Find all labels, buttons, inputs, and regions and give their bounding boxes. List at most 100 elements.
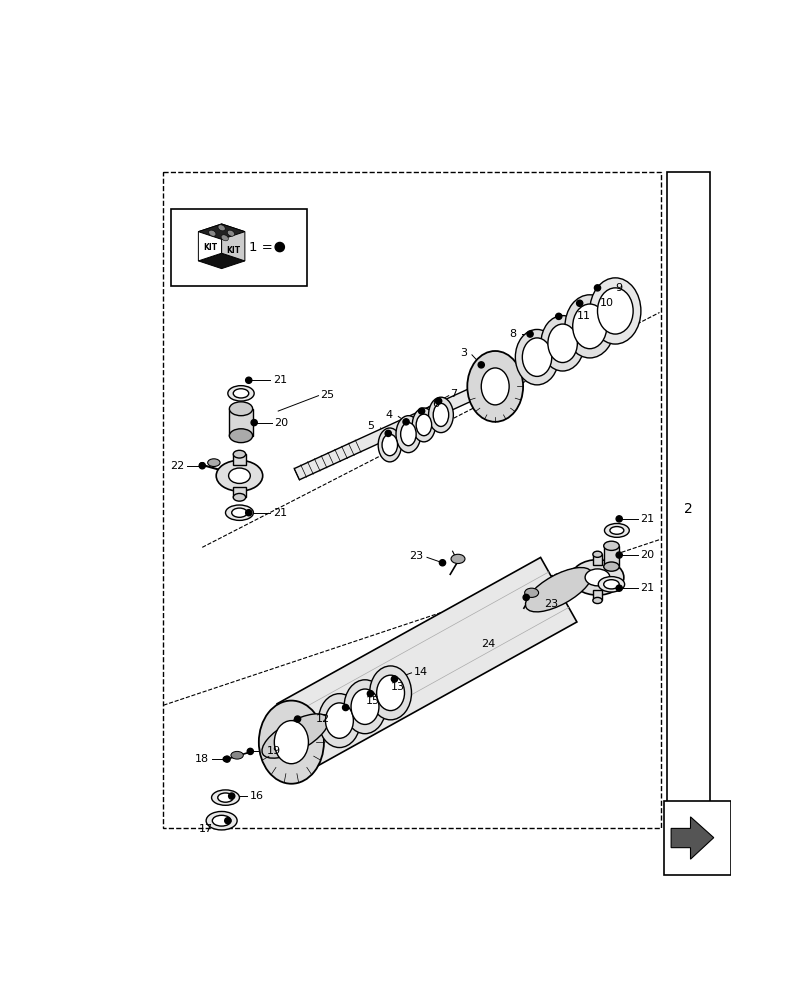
- Text: 16: 16: [249, 791, 264, 801]
- Ellipse shape: [525, 568, 591, 612]
- Text: 5: 5: [367, 421, 374, 431]
- Ellipse shape: [274, 721, 308, 764]
- Ellipse shape: [344, 680, 385, 734]
- Ellipse shape: [350, 689, 379, 724]
- Ellipse shape: [212, 790, 239, 805]
- Polygon shape: [603, 546, 619, 567]
- Circle shape: [246, 510, 251, 516]
- Circle shape: [594, 285, 600, 291]
- Circle shape: [199, 463, 205, 469]
- Ellipse shape: [225, 505, 253, 520]
- Text: KIT: KIT: [203, 243, 217, 252]
- Circle shape: [616, 516, 621, 522]
- Ellipse shape: [521, 338, 551, 376]
- Circle shape: [225, 818, 230, 824]
- Ellipse shape: [217, 225, 225, 231]
- Circle shape: [229, 793, 234, 799]
- Circle shape: [616, 552, 621, 558]
- Circle shape: [555, 313, 561, 319]
- Ellipse shape: [233, 493, 246, 501]
- Ellipse shape: [592, 551, 602, 557]
- Text: 11: 11: [576, 311, 590, 321]
- Ellipse shape: [466, 351, 522, 422]
- Circle shape: [478, 362, 483, 368]
- Ellipse shape: [564, 295, 614, 358]
- Ellipse shape: [318, 694, 360, 748]
- Bar: [667, 172, 709, 865]
- Ellipse shape: [212, 815, 230, 826]
- Circle shape: [616, 585, 621, 591]
- Polygon shape: [233, 454, 246, 465]
- Ellipse shape: [481, 368, 508, 405]
- Polygon shape: [229, 409, 252, 436]
- Ellipse shape: [230, 751, 243, 759]
- Circle shape: [418, 408, 424, 414]
- Circle shape: [275, 242, 284, 252]
- Ellipse shape: [229, 468, 250, 483]
- Text: 17: 17: [199, 824, 212, 834]
- Circle shape: [294, 716, 300, 722]
- Ellipse shape: [592, 597, 602, 604]
- Text: 14: 14: [414, 667, 427, 677]
- Text: 21: 21: [639, 583, 654, 593]
- Ellipse shape: [603, 580, 619, 589]
- Ellipse shape: [262, 714, 328, 758]
- Polygon shape: [592, 590, 602, 600]
- Ellipse shape: [589, 278, 640, 344]
- Polygon shape: [592, 554, 602, 565]
- Ellipse shape: [524, 588, 538, 597]
- Text: 3: 3: [460, 348, 466, 358]
- Bar: [163, 172, 660, 828]
- Text: 23: 23: [409, 551, 423, 561]
- Ellipse shape: [369, 666, 411, 720]
- Ellipse shape: [396, 416, 420, 453]
- Circle shape: [384, 430, 391, 436]
- Ellipse shape: [221, 235, 228, 241]
- Text: KIT: KIT: [226, 246, 240, 255]
- Ellipse shape: [547, 324, 577, 363]
- Ellipse shape: [231, 508, 247, 517]
- Ellipse shape: [450, 554, 465, 564]
- Text: 2: 2: [683, 502, 692, 516]
- Circle shape: [439, 560, 445, 566]
- Polygon shape: [294, 389, 474, 480]
- Ellipse shape: [206, 811, 237, 830]
- Ellipse shape: [233, 389, 248, 398]
- Text: 15: 15: [365, 696, 380, 706]
- Ellipse shape: [515, 329, 558, 385]
- Ellipse shape: [229, 402, 252, 416]
- Text: 18: 18: [195, 754, 209, 764]
- Circle shape: [224, 756, 230, 762]
- Text: 13: 13: [390, 682, 404, 692]
- Text: 7: 7: [449, 389, 457, 399]
- Text: 21: 21: [272, 375, 286, 385]
- Ellipse shape: [376, 675, 404, 711]
- Circle shape: [251, 420, 257, 426]
- Ellipse shape: [603, 523, 629, 537]
- Ellipse shape: [325, 703, 353, 738]
- Ellipse shape: [233, 450, 246, 458]
- Ellipse shape: [597, 288, 633, 334]
- Ellipse shape: [585, 569, 609, 586]
- Text: 12: 12: [315, 714, 329, 724]
- Circle shape: [391, 676, 397, 682]
- Text: 1 =: 1 =: [248, 241, 277, 254]
- Polygon shape: [233, 487, 246, 497]
- Text: 24: 24: [481, 639, 495, 649]
- Ellipse shape: [598, 577, 624, 592]
- Text: 23: 23: [543, 599, 557, 609]
- Circle shape: [522, 594, 529, 600]
- Polygon shape: [198, 224, 245, 239]
- Circle shape: [247, 748, 253, 754]
- Ellipse shape: [208, 230, 216, 236]
- Ellipse shape: [570, 560, 623, 595]
- Ellipse shape: [432, 403, 448, 426]
- Ellipse shape: [609, 527, 623, 534]
- Text: 22: 22: [170, 461, 184, 471]
- Ellipse shape: [228, 386, 254, 401]
- Text: 20: 20: [274, 418, 288, 428]
- Ellipse shape: [382, 434, 397, 456]
- Circle shape: [342, 704, 348, 711]
- Ellipse shape: [208, 459, 220, 467]
- Polygon shape: [198, 253, 245, 269]
